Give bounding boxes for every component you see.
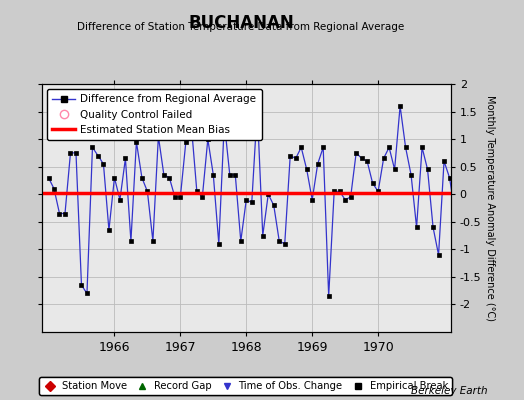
Text: BUCHANAN: BUCHANAN: [188, 14, 294, 32]
Legend: Station Move, Record Gap, Time of Obs. Change, Empirical Break: Station Move, Record Gap, Time of Obs. C…: [39, 377, 452, 395]
Text: Berkeley Earth: Berkeley Earth: [411, 386, 487, 396]
Text: Difference of Station Temperature Data from Regional Average: Difference of Station Temperature Data f…: [78, 22, 405, 32]
Y-axis label: Monthly Temperature Anomaly Difference (°C): Monthly Temperature Anomaly Difference (…: [485, 95, 496, 321]
